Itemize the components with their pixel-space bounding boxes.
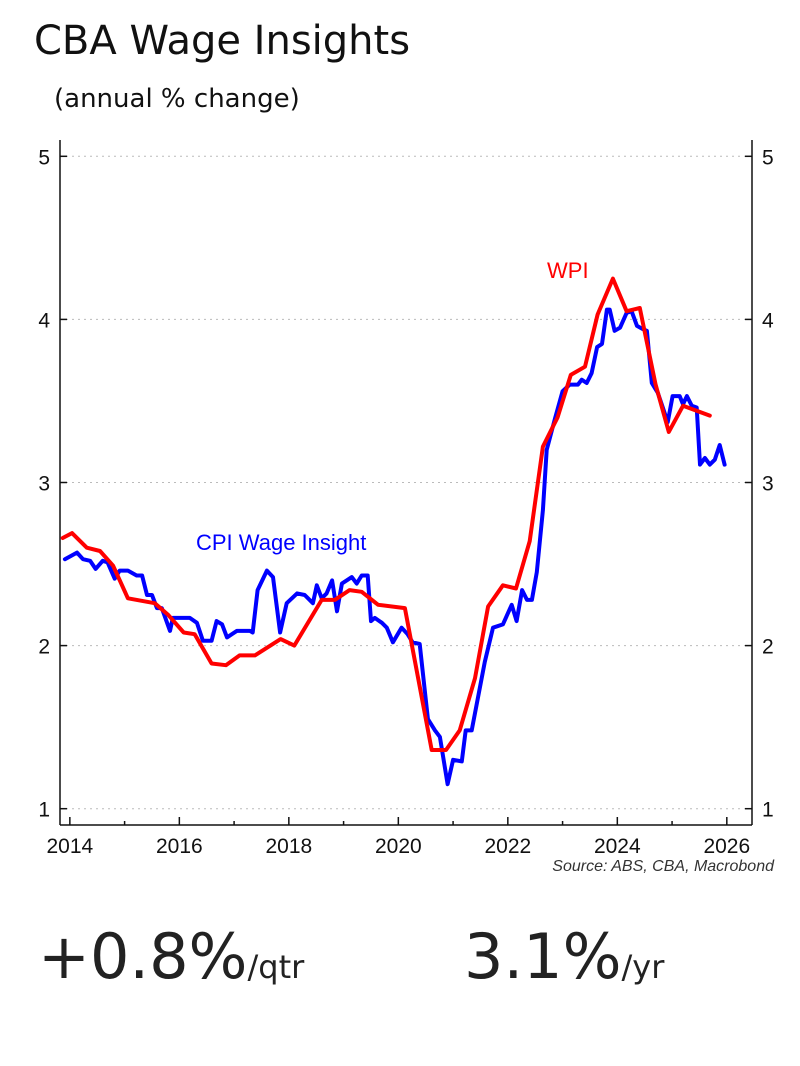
x-tick-label: 2016	[156, 835, 203, 858]
x-tick-label: 2024	[594, 835, 641, 858]
y-tick-label-left: 5	[38, 146, 50, 169]
chart-title: CBA Wage Insights	[34, 18, 411, 64]
y-tick-label-right: 2	[762, 636, 774, 659]
series-lines	[60, 276, 727, 787]
axes: 1 1 2 2 3 3 4 4 5 5 2014 2016 2018 2020 2022 2024 2026	[38, 140, 774, 858]
series-line-cpi-wage-insight	[62, 307, 727, 787]
x-tick-label: 2014	[46, 835, 93, 858]
y-tick-label-left: 4	[38, 309, 50, 332]
x-tick-label: 2020	[375, 835, 422, 858]
series-label-wpi: WPI	[547, 258, 589, 283]
quarterly-unit: /qtr	[247, 948, 305, 986]
y-tick-label-right: 3	[762, 473, 774, 496]
y-tick-label-left: 3	[38, 473, 50, 496]
y-tick-label-left: 1	[38, 799, 50, 822]
y-tick-label-right: 5	[762, 146, 774, 169]
y-tick-label-right: 1	[762, 799, 774, 822]
series-line-wpi	[60, 276, 712, 752]
x-tick-label: 2022	[484, 835, 531, 858]
series-label-cpi-wage-insight: CPI Wage Insight	[196, 530, 366, 555]
source-note: Source: ABS, CBA, Macrobond	[552, 858, 774, 875]
annual-stat: 3.1%/yr	[464, 920, 664, 993]
annual-value: 3.1%	[464, 920, 622, 993]
y-tick-label-right: 4	[762, 309, 774, 332]
x-tick-label: 2026	[703, 835, 750, 858]
x-tick-label: 2018	[265, 835, 312, 858]
y-tick-label-left: 2	[38, 636, 50, 659]
quarterly-value: +0.8%	[38, 920, 248, 993]
gridlines	[60, 155, 752, 810]
quarterly-stat: +0.8%/qtr	[38, 920, 304, 993]
annual-unit: /yr	[621, 948, 665, 986]
chart-subtitle: (annual % change)	[54, 84, 300, 114]
